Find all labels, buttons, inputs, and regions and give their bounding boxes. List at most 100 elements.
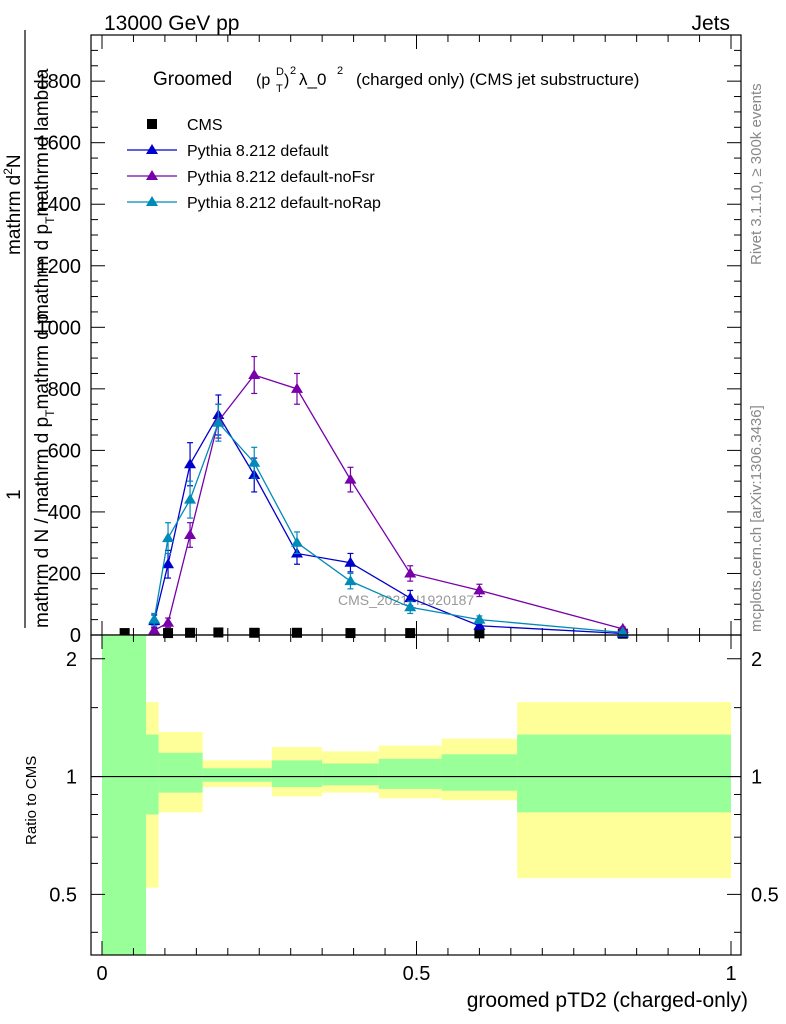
- main-y-ticks: 0 200 400 600 800 1000 1200 1400 1600 1800: [37, 34, 741, 647]
- legend: CMS Pythia 8.212 default Pythia 8.212 de…: [127, 117, 381, 212]
- x-axis-label: groomed pTD2 (charged-only): [467, 989, 748, 1012]
- series-marker: [344, 575, 357, 586]
- main-y-tick-label: 1200: [37, 256, 82, 278]
- series-marker: [290, 536, 303, 547]
- title-sup-D: D: [276, 66, 284, 78]
- ratio-ticks: 0 0.5 1 0.5 0.5 1 1 2 2: [49, 635, 779, 985]
- legend-label-norap: Pythia 8.212 default-noRap: [187, 195, 381, 212]
- series-marker: [248, 369, 261, 379]
- header-right: Jets: [691, 12, 730, 35]
- ratio-y-tick-label: 2: [66, 649, 77, 671]
- series-marker: [473, 584, 486, 595]
- ratio-bands: [102, 635, 731, 955]
- main-y-label: 1 mathrm d N / mathrm d pTmathrm d p mat…: [1, 30, 57, 628]
- cms-data-point: [474, 628, 485, 639]
- series-marker: [184, 493, 197, 504]
- ylabel-rhs-num-main: mathrm d: [4, 175, 25, 255]
- ratio-band-green: [102, 635, 147, 955]
- cms-data-point: [163, 628, 174, 639]
- header-left: 13000 GeV pp: [104, 12, 239, 35]
- cms-data-point: [249, 627, 260, 638]
- title-sq: 2: [290, 65, 296, 77]
- series-marker: [473, 613, 486, 624]
- title-p: (p: [256, 72, 270, 89]
- main-y-tick-label: 1800: [37, 71, 82, 93]
- ratio-x-tick-label: 0: [96, 963, 107, 985]
- legend-label-default: Pythia 8.212 default: [187, 143, 329, 160]
- main-y-tick-label: 1600: [37, 133, 82, 155]
- cms-data-point: [213, 627, 224, 638]
- legend-marker-default: [146, 144, 158, 154]
- cms-data-point: [345, 628, 356, 639]
- series-marker: [248, 456, 261, 467]
- ylabel-rhs-num-sup: 2: [1, 168, 15, 175]
- cms-data-point: [405, 628, 416, 639]
- series-marker: [212, 416, 225, 427]
- legend-marker-cms: [147, 119, 157, 129]
- series-marker: [148, 613, 161, 624]
- main-y-tick-label: 600: [48, 440, 81, 462]
- ylabel-rhs-den: mathrm d pTmathrm d lambda: [32, 68, 57, 320]
- series-marker: [473, 619, 486, 630]
- ratio-band-green: [441, 754, 518, 791]
- series-marker: [184, 458, 197, 469]
- series-marker: [184, 529, 197, 539]
- main-title: Groomed (p D T ) 2 λ_0 2 (charged only) …: [153, 65, 639, 95]
- series-line: [153, 413, 623, 635]
- series-3: [148, 403, 629, 637]
- main-y-tick-label: 1400: [37, 194, 82, 216]
- title-lambda: λ_0: [299, 70, 326, 89]
- series-marker: [162, 558, 175, 569]
- series-marker: [404, 592, 417, 603]
- main-series: [119, 355, 629, 639]
- ylabel-rhs-num: mathrm d2N: [1, 154, 25, 255]
- ylabel-rhs-num-tail: N: [4, 154, 25, 168]
- series-marker: [404, 567, 417, 578]
- ylabel-rhs-den-tail: mathrm d lambda: [32, 68, 53, 216]
- ratio-x-tick-label: 1: [725, 963, 736, 985]
- ylabel-rhs-den-sub: T: [43, 216, 57, 224]
- title-sub-T: T: [276, 83, 283, 95]
- rivet-label: Rivet 3.1.10, ≥ 300k events: [748, 83, 765, 265]
- ratio-band-green: [322, 763, 379, 786]
- cms-data-point: [119, 628, 130, 639]
- main-y-tick-label: 200: [48, 563, 81, 585]
- series-marker: [404, 601, 417, 612]
- cms-data-point: [291, 627, 302, 638]
- ratio-panel: 0 0.5 1 0.5 0.5 1 1 2 2 Ratio to CMS groomed pTD…: [23, 634, 779, 1012]
- ratio-band-green: [158, 752, 203, 793]
- title-suffix: (charged only) (CMS jet substructure): [356, 70, 639, 89]
- ratio-y-tick-label: 1: [66, 767, 77, 789]
- ylabel-den-main: mathrm d N / mathrm d p: [32, 417, 53, 628]
- main-y-tick-label: 0: [70, 625, 81, 647]
- ratio-x-tick-label: 0.5: [403, 963, 431, 985]
- series-marker: [344, 473, 357, 484]
- mcplots-label: mcplots.cern.ch [arXiv:1306.3436]: [748, 405, 765, 632]
- ylabel-rhs-den-main: mathrm d p: [32, 224, 53, 320]
- ratio-band-green: [271, 760, 323, 788]
- title-close: ): [284, 72, 289, 89]
- main-y-tick-label: 400: [48, 502, 81, 524]
- series-marker: [616, 626, 629, 637]
- series-marker: [148, 624, 161, 635]
- legend-marker-norap: [146, 196, 158, 206]
- ylabel-den: mathrm d N / mathrm d pTmathrm d p: [32, 313, 57, 628]
- legend-marker-nofsr: [146, 170, 158, 180]
- ratio-y-label: Ratio to CMS: [23, 756, 40, 845]
- ratio-y-tick-label-right: 0.5: [751, 884, 779, 906]
- title-lambda-sq: 2: [337, 65, 343, 77]
- ratio-band-green: [202, 768, 272, 782]
- series-marker: [162, 532, 175, 543]
- series-line: [153, 421, 623, 634]
- legend-label-cms: CMS: [187, 117, 223, 134]
- ylabel-den-tail: mathrm d p: [32, 313, 53, 409]
- main-y-tick-label: 800: [48, 379, 81, 401]
- legend-label-nofsr: Pythia 8.212 default-noFsr: [187, 169, 375, 186]
- series-marker: [290, 382, 303, 393]
- main-y-tick-label: 1000: [37, 317, 82, 339]
- main-x-ticks: [101, 35, 732, 635]
- ratio-band-green: [517, 734, 731, 813]
- cms-data-point: [185, 627, 196, 638]
